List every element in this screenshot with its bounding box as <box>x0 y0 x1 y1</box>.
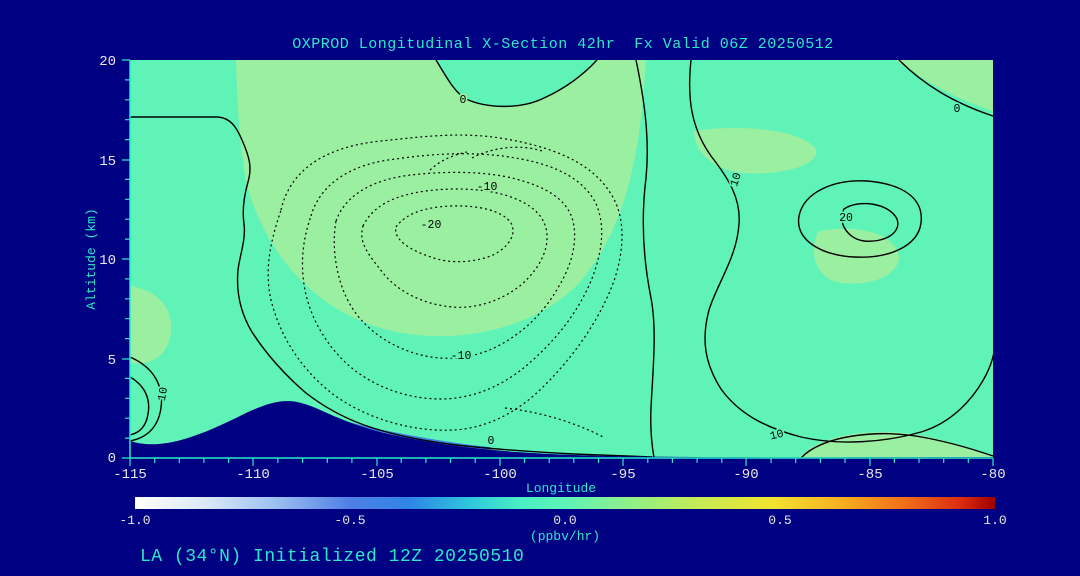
x-major-ticks <box>129 458 994 466</box>
dotted-ring-3 <box>333 171 576 359</box>
x-axis-title: Longitude <box>526 481 596 496</box>
contour-label: 10 <box>156 386 171 402</box>
twenty-inner-ring <box>841 202 899 242</box>
y-tick-label: 20 <box>99 54 116 70</box>
y-tick-label: 10 <box>99 253 116 269</box>
y-tick-label: 0 <box>108 451 116 467</box>
ten-arc-left-inner <box>130 376 150 436</box>
contour-dotted-negative <box>267 134 623 439</box>
y-tick-label: 15 <box>99 154 116 170</box>
contour-label: -20 <box>421 219 442 232</box>
twenty-ring <box>797 180 922 258</box>
footer-caption: LA (34°N) Initialized 12Z 20250510 <box>140 547 524 567</box>
colorbar-tick-label: 0.0 <box>553 513 576 528</box>
x-tick-label: -110 <box>236 467 270 483</box>
colorbar-tick-label: -1.0 <box>119 513 150 528</box>
fill-light-middle <box>236 60 646 337</box>
contour-label: 0 <box>954 103 961 116</box>
y-axis-title: Altitude (km) <box>84 208 99 309</box>
x-tick-label: -80 <box>980 467 1005 483</box>
ten-line-bottomright <box>800 433 993 458</box>
fill-light-right-mid <box>813 228 899 284</box>
colorbar-units-label: (ppbv/hr) <box>530 529 600 544</box>
dotted-spurs-upper <box>429 146 543 171</box>
ten-line-right <box>688 60 993 443</box>
axes: -115 -110 -105 -100 -95 -90 -85 -80 20 1… <box>84 54 1006 496</box>
x-tick-label: -90 <box>733 467 758 483</box>
fill-light-left-edge <box>130 286 172 364</box>
colorbar-tick-label: 1.0 <box>983 513 1006 528</box>
fill-light-bottomright <box>799 431 993 458</box>
contour-labels: 0 0 -10 -20 -10 0 10 20 10 10 <box>154 92 962 450</box>
contour-fill-light-patches <box>130 60 993 458</box>
dotted-spur-lower <box>504 407 606 439</box>
contour-label: 10 <box>769 428 786 444</box>
colorbar: -1.0 -0.5 0.0 0.5 1.0 (ppbv/hr) <box>119 497 1007 544</box>
contour-label: -10 <box>477 181 498 194</box>
fill-light-topright <box>895 60 993 111</box>
dotted-ring-4 <box>361 188 548 308</box>
x-tick-label: -115 <box>113 467 147 483</box>
contour-label: 20 <box>839 212 853 225</box>
contour-label: -10 <box>451 350 472 363</box>
contour-label: 0 <box>460 94 467 107</box>
y-major-ticks <box>122 59 130 459</box>
x-tick-label: -95 <box>610 467 635 483</box>
x-tick-label: -85 <box>857 467 882 483</box>
dotted-ring-2 <box>301 153 603 400</box>
fill-light-right-upper <box>694 128 817 174</box>
zero-line-left-staircase <box>130 116 653 458</box>
zero-line-right-vertical <box>635 60 655 458</box>
contour-label: 0 <box>488 435 495 448</box>
ten-arc-left-outer <box>130 356 163 442</box>
contour-solid <box>130 60 993 458</box>
colorbar-bar <box>135 497 995 509</box>
zero-line-top-dip <box>435 60 598 108</box>
zero-line-topright <box>898 60 993 117</box>
plot-area: 0 0 -10 -20 -10 0 10 20 10 10 <box>130 60 993 458</box>
page-title: OXPROD Longitudinal X-Section 42hr Fx Va… <box>292 36 834 53</box>
terrain-silhouette <box>130 401 993 458</box>
y-minor-ticks <box>125 79 130 439</box>
colorbar-tick-label: -0.5 <box>334 513 365 528</box>
x-tick-label: -100 <box>483 467 517 483</box>
x-minor-ticks <box>154 458 969 463</box>
y-tick-label: 5 <box>108 353 116 369</box>
dotted-ring-1 <box>267 134 623 431</box>
colorbar-tick-label: 0.5 <box>768 513 791 528</box>
contour-label: 10 <box>728 171 745 188</box>
x-tick-label: -105 <box>360 467 394 483</box>
